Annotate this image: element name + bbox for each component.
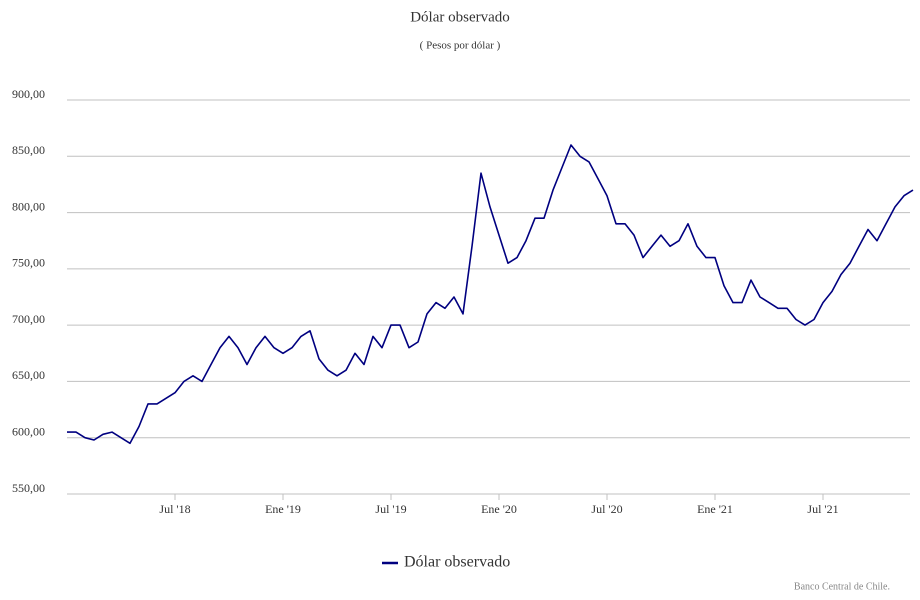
y-tick-label: 600,00 bbox=[12, 424, 45, 438]
y-tick-label: 850,00 bbox=[12, 143, 45, 157]
x-tick-label: Jul '20 bbox=[591, 502, 622, 516]
source: Banco Central de Chile. bbox=[794, 581, 890, 592]
x-tick-label: Ene '21 bbox=[697, 502, 733, 516]
chart-title: Dólar observado bbox=[410, 9, 510, 25]
x-tick-label: Ene '20 bbox=[481, 502, 517, 516]
x-tick-label: Jul '21 bbox=[807, 502, 838, 516]
y-tick-label: 550,00 bbox=[12, 481, 45, 495]
legend-label: Dólar observado bbox=[404, 554, 510, 571]
y-tick-label: 650,00 bbox=[12, 368, 45, 382]
y-tick-label: 700,00 bbox=[12, 312, 45, 326]
x-tick-label: Jul '18 bbox=[159, 502, 190, 516]
y-tick-label: 900,00 bbox=[12, 87, 45, 101]
y-tick-label: 800,00 bbox=[12, 199, 45, 213]
x-tick-label: Jul '19 bbox=[375, 502, 406, 516]
y-tick-label: 750,00 bbox=[12, 256, 45, 270]
chart-subtitle: ( Pesos por dólar ) bbox=[420, 40, 501, 52]
x-tick-label: Ene '19 bbox=[265, 502, 301, 516]
line bbox=[67, 144, 914, 445]
